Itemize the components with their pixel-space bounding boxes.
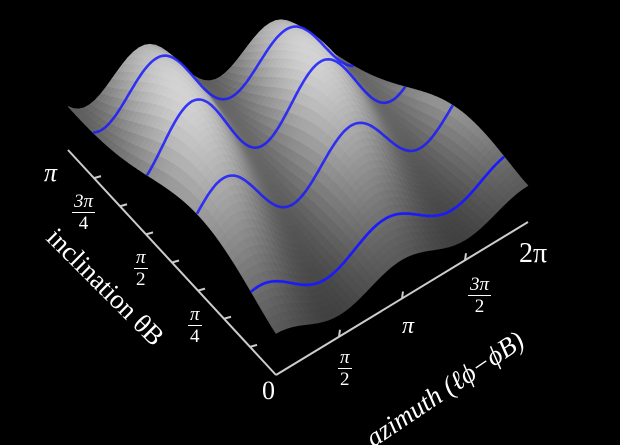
y-tick-mark (145, 231, 154, 236)
y-tick-3pi-4: 3π 4 (72, 191, 96, 234)
x-tick-pi: π (402, 313, 415, 339)
x-tick-mark (464, 253, 467, 261)
y-tick-mark (119, 203, 128, 208)
x-tick-2pi: 2π (519, 238, 548, 269)
y-tick-mark (197, 287, 206, 292)
y-tick-mark (171, 259, 180, 264)
y-tick-mark (93, 175, 102, 180)
surface-mesh (67, 19, 529, 334)
blue-curve (145, 57, 407, 176)
y-tick-0: 0 (262, 376, 275, 405)
blue-curve (195, 104, 454, 215)
x-tick-mark (401, 291, 404, 299)
y-tick-pi: π (44, 158, 58, 187)
blue-curve (92, 25, 354, 134)
y-tick-mark (223, 315, 232, 320)
blue-curve (250, 155, 506, 293)
x-tick-3pi-2: 3π 2 (468, 274, 492, 317)
surface-patch (271, 323, 282, 334)
x-tick-mark (338, 329, 341, 337)
y-tick-mark (249, 343, 258, 348)
